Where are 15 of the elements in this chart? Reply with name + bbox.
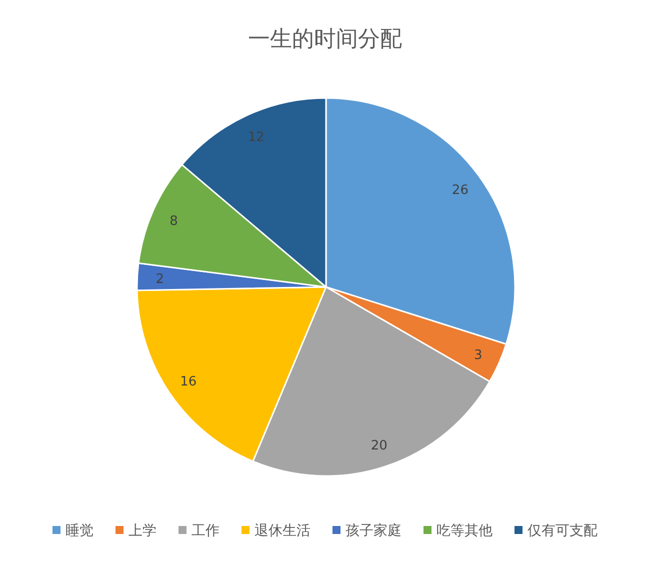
data-label: 16 <box>180 374 197 390</box>
data-label: 26 <box>452 182 468 198</box>
data-label: 8 <box>170 214 178 229</box>
legend-label: 吃等其他 <box>436 523 492 539</box>
chart-title: 一生的时间分配 <box>248 27 402 52</box>
legend-label: 孩子家庭 <box>346 523 402 539</box>
data-label: 12 <box>248 130 264 146</box>
legend-label: 退休生活 <box>254 523 310 539</box>
legend-label: 上学 <box>128 523 156 539</box>
data-label: 20 <box>370 438 388 454</box>
legend-label: 睡觉 <box>66 523 94 539</box>
legend-label: 仅有可支配 <box>528 523 598 539</box>
data-label: 2 <box>156 272 164 287</box>
data-label: 3 <box>474 348 482 364</box>
legend-label: 工作 <box>192 523 220 539</box>
